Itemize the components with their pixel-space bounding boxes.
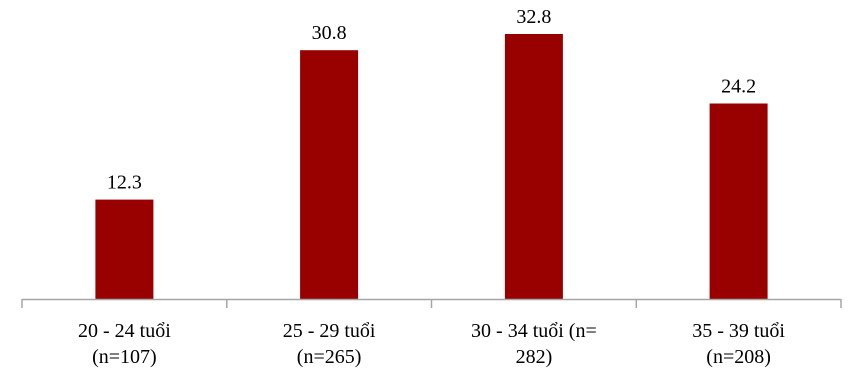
x-tick-label-2-line-1: 25 - 29 tuổi bbox=[283, 320, 376, 342]
data-label-2: 30.8 bbox=[312, 22, 347, 44]
data-label-1: 12.3 bbox=[107, 172, 142, 194]
data-label-3: 32.8 bbox=[516, 6, 551, 28]
bars-group bbox=[95, 34, 768, 300]
x-tick-label-3-line-2: 282) bbox=[516, 346, 553, 368]
x-tick-label-4-line-1: 35 - 39 tuổi bbox=[692, 320, 785, 342]
x-tick-label-2-line-2: (n=265) bbox=[297, 346, 362, 368]
x-tick-label-4: 35 - 39 tuổi (n=208) bbox=[692, 320, 785, 368]
x-tick-label-1-line-1: 20 - 24 tuổi bbox=[78, 320, 171, 342]
x-tick-labels-group: 20 - 24 tuổi (n=107) 25 - 29 tuổi (n=265) 30… bbox=[78, 320, 785, 368]
value-labels-group: 12.3 30.8 32.8 24.2 bbox=[107, 6, 756, 194]
x-axis bbox=[21, 298, 842, 308]
bar-1 bbox=[95, 199, 154, 299]
x-tick-label-1: 20 - 24 tuổi (n=107) bbox=[78, 320, 171, 368]
x-tick-label-2: 25 - 29 tuổi (n=265) bbox=[283, 320, 376, 368]
x-tick-label-1-line-2: (n=107) bbox=[92, 346, 157, 368]
x-tick-label-3-line-1: 30 - 34 tuổi (n= bbox=[471, 320, 597, 342]
bar-2 bbox=[300, 50, 359, 300]
x-tick-label-4-line-2: (n=208) bbox=[706, 346, 771, 368]
bar-3 bbox=[504, 34, 563, 299]
bar-4 bbox=[709, 103, 768, 299]
x-tick-label-3: 30 - 34 tuổi (n= 282) bbox=[471, 320, 597, 368]
data-label-4: 24.2 bbox=[721, 76, 756, 98]
